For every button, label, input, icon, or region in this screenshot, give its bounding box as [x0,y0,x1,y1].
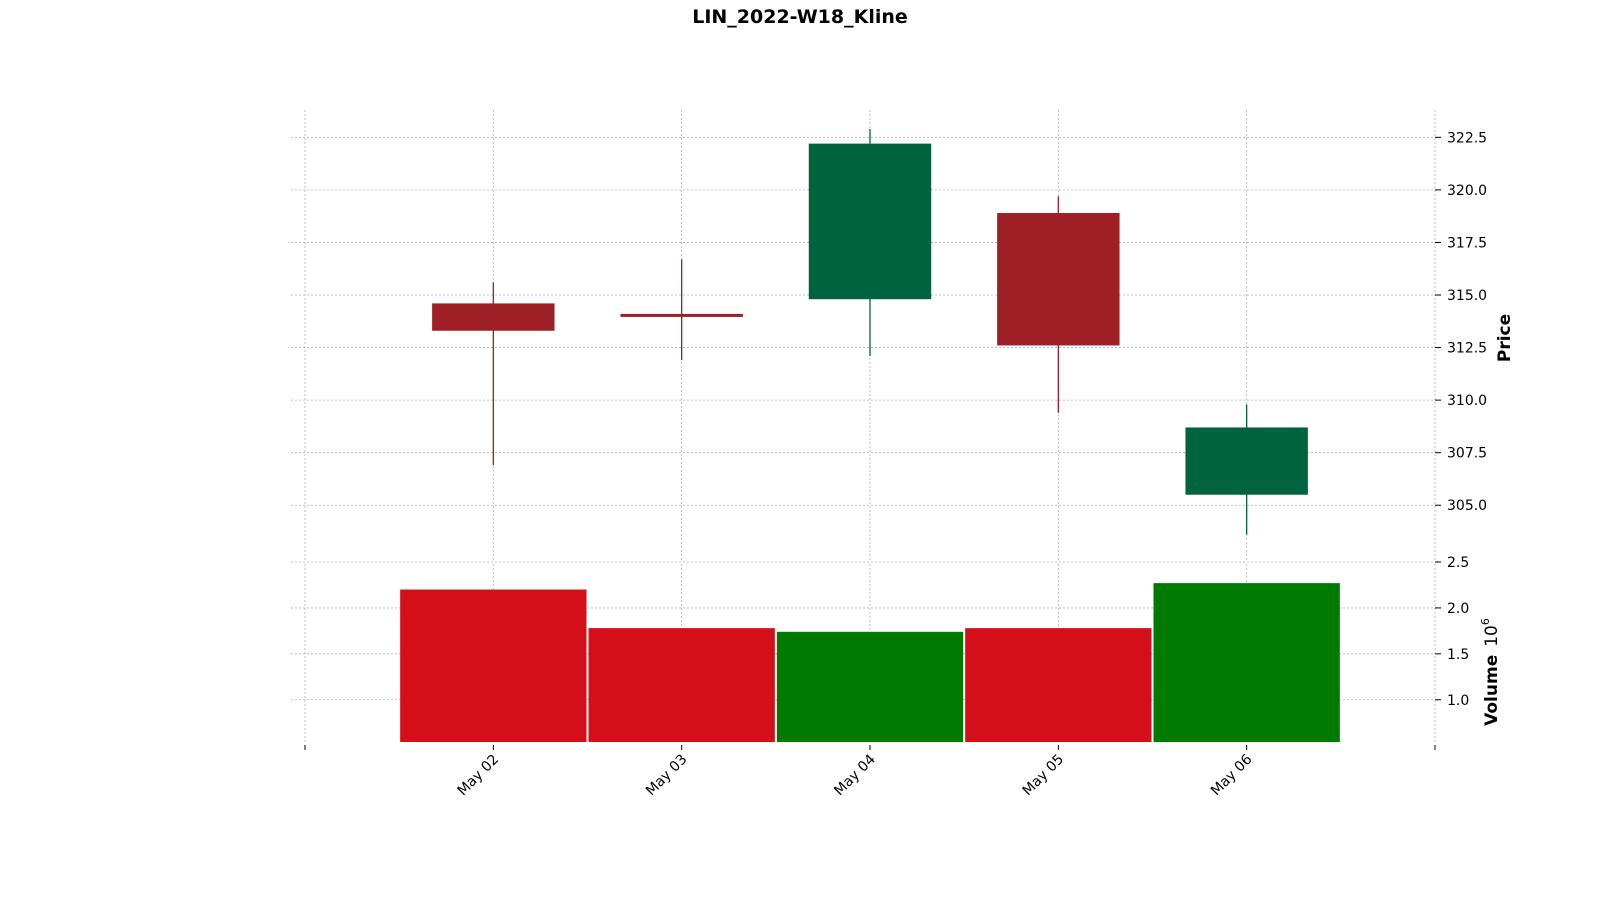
volume-bar-2 [588,628,775,742]
volume-bar-1 [400,589,587,742]
candlesticks [432,128,1308,535]
volume-axis-label: Volume106 [1479,618,1502,726]
date-tick-label: May 05 [1020,752,1068,800]
candle-3 [808,128,932,356]
candle-body [620,313,743,317]
price-tick-label: 320.0 [1447,183,1487,199]
candle-5 [1185,404,1308,535]
date-tick-label: May 03 [643,752,691,800]
price-tick-label: 310.0 [1447,393,1487,409]
volume-tick-label: 1.5 [1447,647,1469,663]
candle-body [1185,427,1308,495]
date-axis-ticks: May 02 May 03 May 04 May 05 May 06 [304,745,1436,800]
volume-bar-5 [1153,583,1340,742]
candle-body [997,213,1120,346]
volume-bar-3 [776,631,964,742]
volume-bar-4 [965,628,1152,742]
price-axis-label: Price [1495,314,1515,362]
volume-axis-ticks: 1.0 1.5 2.0 2.5 [1435,555,1469,709]
candle-body [432,303,555,331]
volume-tick-label: 2.5 [1447,555,1469,571]
candle-body [808,143,932,300]
candle-1 [432,282,555,466]
price-tick-label: 317.5 [1447,235,1487,251]
price-tick-label: 307.5 [1447,446,1487,462]
date-tick-label: May 06 [1208,751,1256,799]
date-tick-label: May 04 [831,751,879,799]
price-tick-label: 312.5 [1447,341,1487,357]
date-tick-label: May 02 [455,752,503,800]
volume-tick-label: 1.0 [1447,693,1469,709]
price-tick-label: 315.0 [1447,288,1487,304]
volume-bars [400,583,1340,742]
chart-title: LIN_2022-W18_Kline [692,6,908,28]
candle-2 [620,259,743,361]
volume-tick-label: 2.0 [1447,601,1469,617]
price-tick-label: 305.0 [1447,498,1487,514]
price-tick-label: 322.5 [1447,130,1487,146]
candle-4 [997,196,1120,413]
price-axis-ticks: 305.0 307.5 310.0 312.5 315.0 317.5 320.0 322.5 [1435,130,1487,514]
